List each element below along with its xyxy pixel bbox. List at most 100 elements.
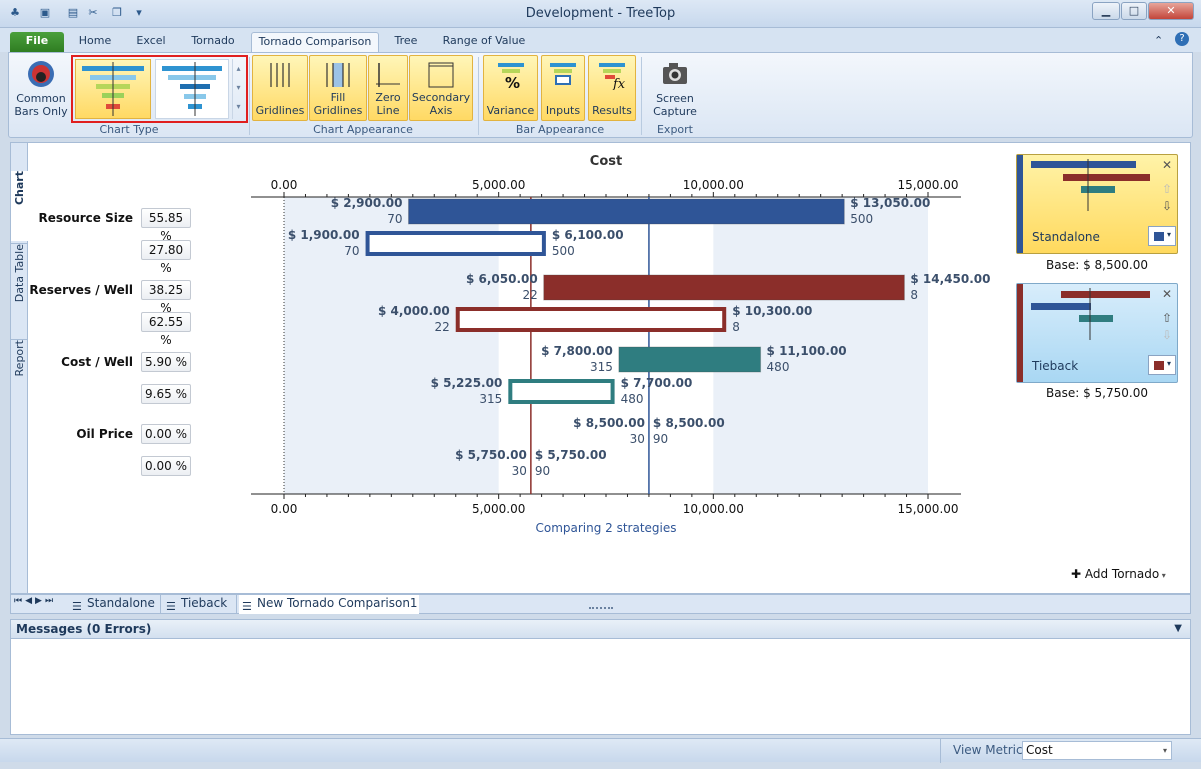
base-label: Base: $ 5,750.00 <box>1046 386 1148 400</box>
minimize-button[interactable]: ▁ <box>1092 2 1120 20</box>
chevron-down-icon: ▾ <box>1167 359 1172 368</box>
low-input-label: 30 <box>512 464 527 478</box>
tab-range-of-value[interactable]: Range of Value <box>442 34 526 47</box>
side-tab-strip: Chart Data Table Report <box>11 143 28 593</box>
move-up-icon[interactable]: ⇧ <box>1162 311 1173 325</box>
splitter-grip[interactable] <box>589 607 613 609</box>
low-value-label: $ 4,000.00 <box>378 304 450 318</box>
collapse-ribbon-icon[interactable]: ⌃ <box>1154 34 1164 47</box>
zero-line-button[interactable]: Zero Line <box>368 55 408 121</box>
gallery-scroll[interactable]: ▴ ▾ ▾ <box>232 59 244 119</box>
chart-type-group-label: Chart Type <box>99 123 159 136</box>
chart-type-option-2[interactable] <box>155 59 229 119</box>
view-metric-select[interactable]: Cost ▾ <box>1022 741 1172 760</box>
chart-type-option-1[interactable] <box>75 59 151 119</box>
tab-file[interactable]: File <box>10 32 64 52</box>
close-card-icon[interactable]: ✕ <box>1162 158 1173 172</box>
low-input-label: 30 <box>630 432 645 446</box>
results-button[interactable]: fx Results <box>588 55 636 121</box>
bar-outline-tieback <box>455 307 727 332</box>
sheet-nav-arrows[interactable]: ⏮◀▶⏭ <box>14 596 57 606</box>
bar-standalone <box>618 346 762 373</box>
secondary-axis-icon <box>428 62 454 88</box>
cut-icon[interactable]: ✂ <box>88 6 98 19</box>
gridlines-icon <box>270 63 290 87</box>
low-input-label: 70 <box>387 212 402 226</box>
low-input-label: 22 <box>522 288 537 302</box>
high-value-label: $ 7,700.00 <box>621 376 693 390</box>
bar-outline-tieback <box>508 379 615 404</box>
status-bar: View Metric Cost ▾ <box>0 738 1201 763</box>
side-tab-data-table[interactable]: Data Table <box>11 243 28 335</box>
low-value-label: $ 5,225.00 <box>431 376 503 390</box>
tab-excel[interactable]: Excel <box>136 34 166 47</box>
high-input-label: 500 <box>850 212 873 226</box>
top-tick-label: 10,000.00 <box>683 178 744 192</box>
tab-tree[interactable]: Tree <box>394 34 418 47</box>
sheet-tab-new-tornado-comparison[interactable]: ☰ New Tornado Comparison1 <box>239 595 419 614</box>
copy-icon[interactable]: ❐ <box>112 6 122 19</box>
card-color-strip <box>1017 155 1023 253</box>
move-down-icon[interactable]: ⇩ <box>1162 199 1173 213</box>
strategy-card-standalone[interactable]: ✕ ⇧ ⇩ Standalone ▾ <box>1016 154 1178 254</box>
top-tick-label: 5,000.00 <box>472 178 525 192</box>
color-picker-button[interactable]: ▾ <box>1148 355 1176 375</box>
chart-appearance-group-label: Chart Appearance <box>313 123 413 136</box>
low-value-label: $ 5,750.00 <box>455 448 527 462</box>
move-up-icon[interactable]: ⇧ <box>1162 182 1173 196</box>
sheet-tab-tieback[interactable]: ☰ Tieback <box>163 595 237 613</box>
low-value-label: $ 7,800.00 <box>541 344 613 358</box>
messages-header[interactable]: Messages (0 Errors) ▼ <box>11 620 1190 639</box>
color-swatch <box>1154 361 1164 370</box>
high-input-label: 90 <box>535 464 550 478</box>
tornado-icon: ☰ <box>72 600 82 613</box>
pct-box: 9.65 % <box>141 384 191 404</box>
fill-gridlines-button[interactable]: Fill Gridlines <box>309 55 367 121</box>
ribbon: Common Bars Only ▴ ▾ ▾ Chart Type Gridline… <box>8 52 1193 138</box>
chevron-down-icon: ▾ <box>1159 571 1166 580</box>
camera-icon <box>663 63 687 84</box>
low-input-label: 22 <box>434 320 449 334</box>
bar-appearance-group-label: Bar Appearance <box>515 123 605 136</box>
low-input-label: 315 <box>590 360 613 374</box>
screen-capture-button[interactable]: Screen Capture <box>645 55 705 121</box>
chevron-down-icon: ▾ <box>1167 230 1172 239</box>
ribbon-tab-bar: File Home Excel Tornado Tornado Comparis… <box>0 28 1201 52</box>
common-bars-only-button[interactable]: Common Bars Only <box>13 55 69 121</box>
tab-tornado-comparison[interactable]: Tornado Comparison <box>251 32 379 52</box>
tab-home[interactable]: Home <box>78 34 112 47</box>
secondary-axis-button[interactable]: Secondary Axis <box>409 55 473 121</box>
variance-button[interactable]: % Variance <box>483 55 538 121</box>
paste-icon[interactable]: ▤ <box>67 6 79 19</box>
color-picker-button[interactable]: ▾ <box>1148 226 1176 246</box>
save-icon[interactable]: ▣ <box>39 6 51 19</box>
high-input-label: 8 <box>910 288 918 302</box>
collapse-icon[interactable]: ▼ <box>1174 623 1182 634</box>
customize-qat-icon[interactable]: ▾ <box>136 6 142 19</box>
move-down-icon[interactable]: ⇩ <box>1162 328 1173 342</box>
bottom-tick-label: 5,000.00 <box>472 502 525 516</box>
close-card-icon[interactable]: ✕ <box>1162 287 1173 301</box>
bottom-tick-label: 10,000.00 <box>683 502 744 516</box>
sheet-tab-standalone[interactable]: ☰ Standalone <box>69 595 161 613</box>
card-color-strip <box>1017 284 1023 382</box>
pct-box: 0.00 % <box>141 424 191 444</box>
help-icon[interactable]: ? <box>1175 32 1189 46</box>
app-tree-icon: ♣ <box>10 6 20 19</box>
tornado-icon: ☰ <box>242 600 252 613</box>
gridlines-button[interactable]: Gridlines <box>252 55 308 121</box>
strategy-card-tieback[interactable]: ✕ ⇧ ⇩ Tieback ▾ <box>1016 283 1178 383</box>
chart-area: Chart Data Table Report Resource Size 55… <box>10 142 1191 594</box>
svg-text:fx: fx <box>612 77 626 90</box>
close-button[interactable]: ✕ <box>1148 2 1194 20</box>
high-input-label: 90 <box>653 432 668 446</box>
mini-tornado-icon <box>1031 288 1150 340</box>
side-tab-report[interactable]: Report <box>11 339 28 419</box>
tab-tornado[interactable]: Tornado <box>191 34 235 47</box>
side-tab-chart[interactable]: Chart <box>11 171 28 241</box>
tornado-thumb-icon <box>162 62 222 116</box>
maximize-button[interactable]: □ <box>1121 2 1147 20</box>
inputs-button[interactable]: Inputs <box>541 55 585 121</box>
pct-box: 38.25 % <box>141 280 191 315</box>
add-tornado-button[interactable]: ✚ Add Tornado ▾ <box>1071 567 1166 581</box>
